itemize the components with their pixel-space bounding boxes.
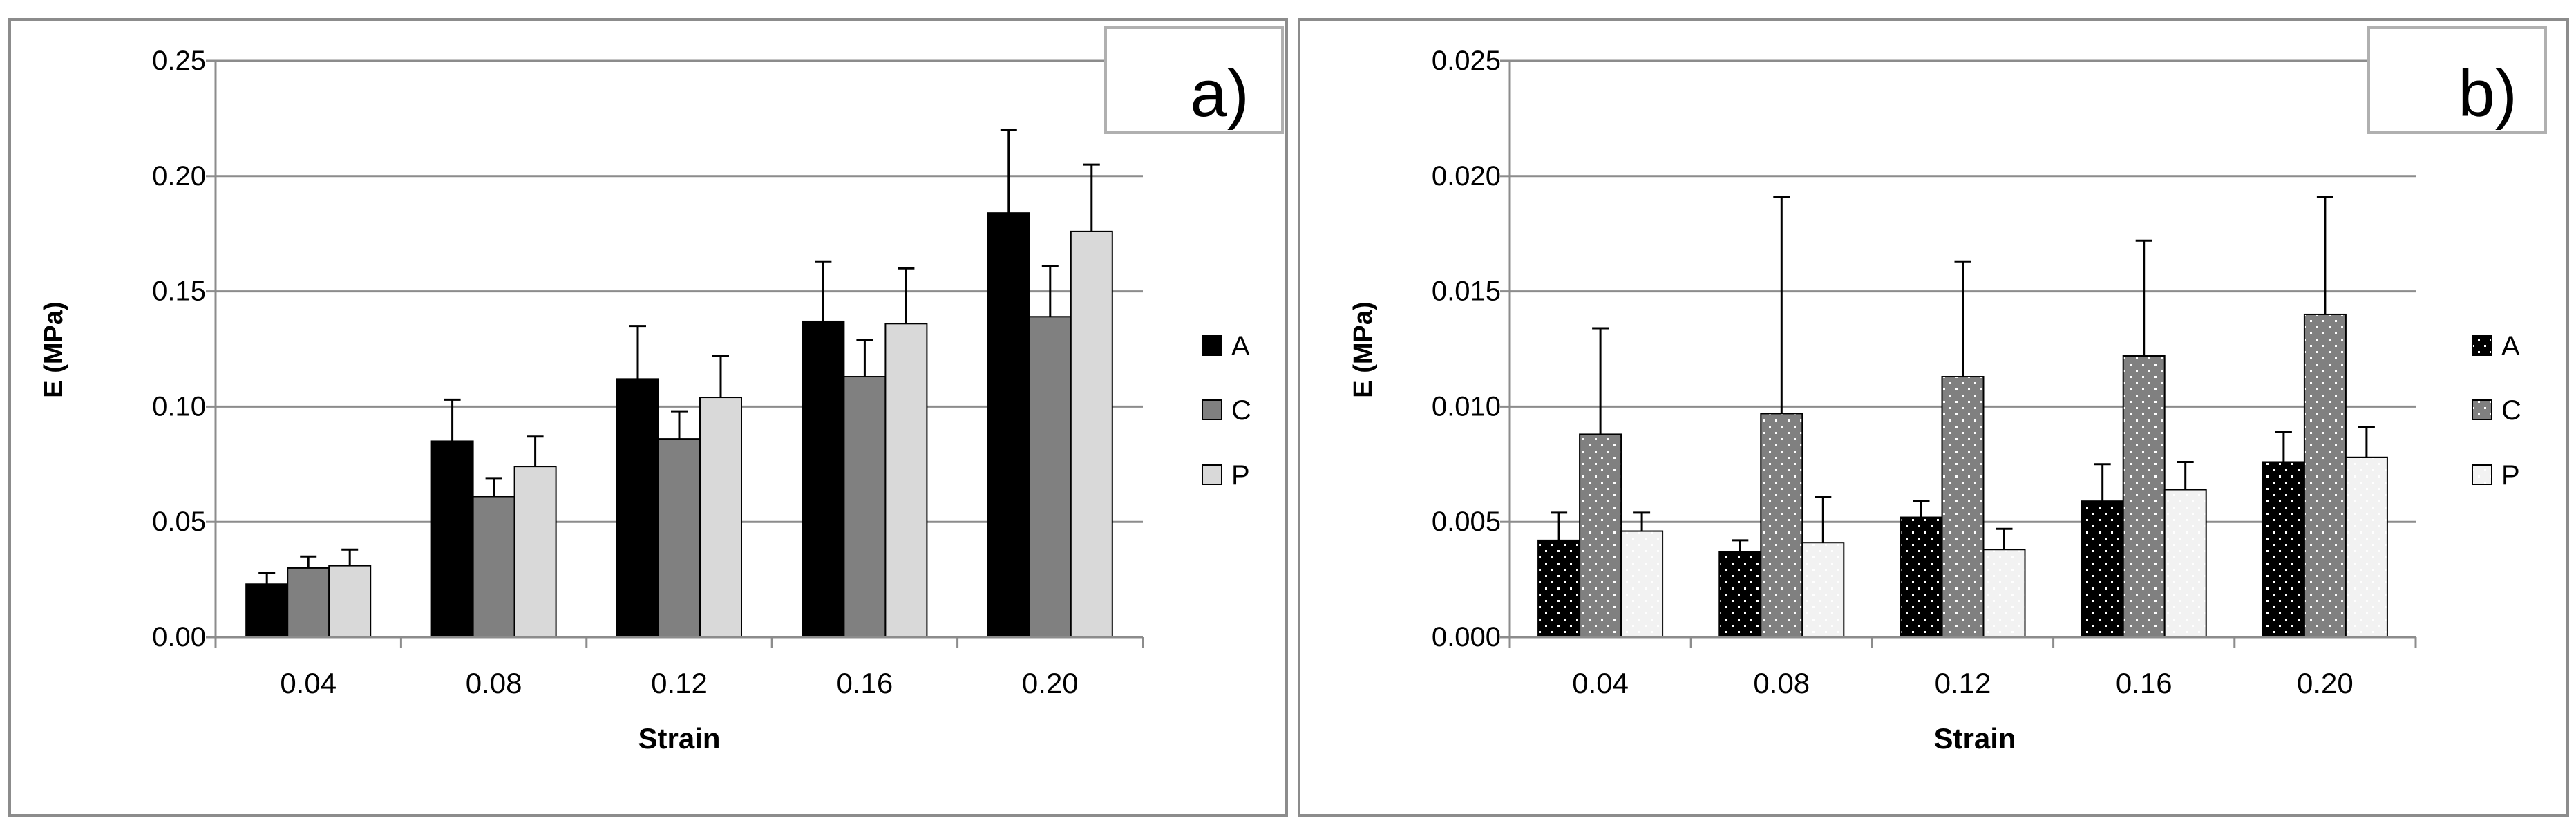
panel-b-x-tick-label: 0.04 — [1572, 667, 1629, 699]
legend-swatch-p — [1202, 464, 1222, 485]
panel-b-x-tick-label: 0.08 — [1753, 667, 1810, 699]
legend-swatch-a — [2472, 335, 2492, 356]
bar-a-a — [802, 320, 845, 638]
panel-a-axes — [206, 59, 1144, 648]
panel-a-y-axis-label: E (MPa) — [39, 301, 68, 397]
panel-a-y-tick-label: 0.25 — [152, 46, 206, 76]
panel-a-x-tick-label: 0.04 — [280, 667, 337, 699]
panel-a-x-tick-label: 0.08 — [466, 667, 522, 699]
bar-b-a — [1718, 551, 1762, 638]
bar-b-c — [1941, 376, 1985, 638]
panel-b-x-tick-labels: 0.04 0.08 0.12 0.16 0.20 — [1572, 667, 2354, 699]
panel-a-y-tick-label: 0.15 — [152, 276, 206, 307]
panel-a-y-tick-label: 0.10 — [152, 391, 206, 422]
panel-a-y-tick-label: 0.20 — [152, 161, 206, 191]
panel-a-y-tick-label: 0.05 — [152, 507, 206, 537]
legend-swatch-p — [2472, 464, 2492, 485]
bar-b-c — [2122, 355, 2166, 638]
bar-a-p — [513, 466, 557, 638]
legend-swatch-c — [1202, 399, 1222, 420]
panel-b-y-tick-label: 0.005 — [1432, 507, 1501, 537]
panel-a-x-tick-label: 0.16 — [837, 667, 893, 699]
legend-label-a: A — [1231, 331, 1250, 361]
panel-a-y-tick-label: 0.00 — [152, 622, 206, 652]
panel-a-legend: A C P — [1202, 331, 1251, 491]
legend-label-c: C — [1231, 395, 1251, 426]
bar-a-c — [287, 567, 330, 638]
bar-b-p — [1620, 530, 1664, 638]
bar-a-c — [472, 496, 515, 639]
legend-label-p: P — [1231, 460, 1250, 491]
panel-b-label: b) — [2458, 57, 2517, 131]
panel-b-y-tick-label: 0.020 — [1432, 161, 1501, 191]
panel-a-label-box — [1104, 26, 1284, 134]
panel-b-x-axis-label: Strain — [1933, 722, 2016, 755]
panel-b-label-box — [2367, 26, 2547, 134]
bar-a-a — [430, 440, 474, 638]
panel-b-x-tick-label: 0.12 — [1935, 667, 1991, 699]
panel-a-x-tick-label: 0.12 — [651, 667, 708, 699]
bar-b-a — [1900, 516, 1943, 639]
legend-swatch-c — [2472, 399, 2492, 420]
panel-b-x-tick-label: 0.16 — [2116, 667, 2172, 699]
bar-b-p — [1801, 542, 1845, 638]
bar-a-p — [1070, 230, 1113, 638]
bar-a-p — [328, 565, 372, 638]
legend-swatch-a — [1202, 335, 1222, 356]
bar-a-a — [245, 583, 289, 638]
bar-a-p — [699, 397, 742, 639]
panel-b-x-tick-label: 0.20 — [2297, 667, 2354, 699]
bar-b-a — [2262, 461, 2305, 638]
panel-b-y-tick-label: 0.000 — [1432, 622, 1501, 652]
panel-b-y-tick-labels: 0.000 0.005 0.010 0.015 0.020 0.025 — [1432, 46, 1501, 652]
bar-b-p — [2345, 456, 2388, 638]
bar-b-p — [2163, 489, 2207, 638]
bar-a-a — [987, 212, 1030, 638]
panel-b-y-tick-label: 0.025 — [1432, 46, 1501, 76]
bar-a-c — [843, 376, 887, 638]
panel-a-x-tick-label: 0.20 — [1022, 667, 1079, 699]
bar-b-c — [1579, 433, 1622, 638]
bar-a-c — [658, 438, 701, 638]
panel-a-label: a) — [1190, 57, 1249, 131]
bar-b-a — [1537, 539, 1581, 638]
bar-a-a — [616, 378, 659, 638]
panel-b-y-tick-label: 0.010 — [1432, 391, 1501, 422]
bar-b-p — [1982, 549, 2026, 638]
bar-a-c — [1028, 316, 1072, 638]
panel-a-x-axis-label: Strain — [638, 722, 720, 755]
bar-b-a — [2081, 500, 2124, 639]
panel-b-y-axis-label: E (MPa) — [1349, 301, 1378, 397]
panel-b-legend: A C P — [2472, 331, 2521, 491]
bar-b-c — [1760, 413, 1803, 639]
legend-label-p: P — [2501, 460, 2520, 491]
panel-a-bars — [245, 129, 1113, 639]
panel-a-y-tick-labels: 0.00 0.05 0.10 0.15 0.20 0.25 — [152, 46, 206, 652]
panel-a-x-tick-labels: 0.04 0.08 0.12 0.16 0.20 — [280, 667, 1078, 699]
panel-b-axes — [1500, 59, 2417, 648]
legend-label-c: C — [2501, 395, 2521, 426]
bar-a-p — [884, 323, 928, 638]
legend-label-a: A — [2501, 331, 2520, 361]
chart-panel-a: 0.00 0.05 0.10 0.15 0.20 0.25 0.04 0.08 0.12 0.1… — [8, 18, 1288, 817]
panel-b-y-tick-label: 0.015 — [1432, 276, 1501, 307]
bar-b-c — [2303, 313, 2347, 638]
